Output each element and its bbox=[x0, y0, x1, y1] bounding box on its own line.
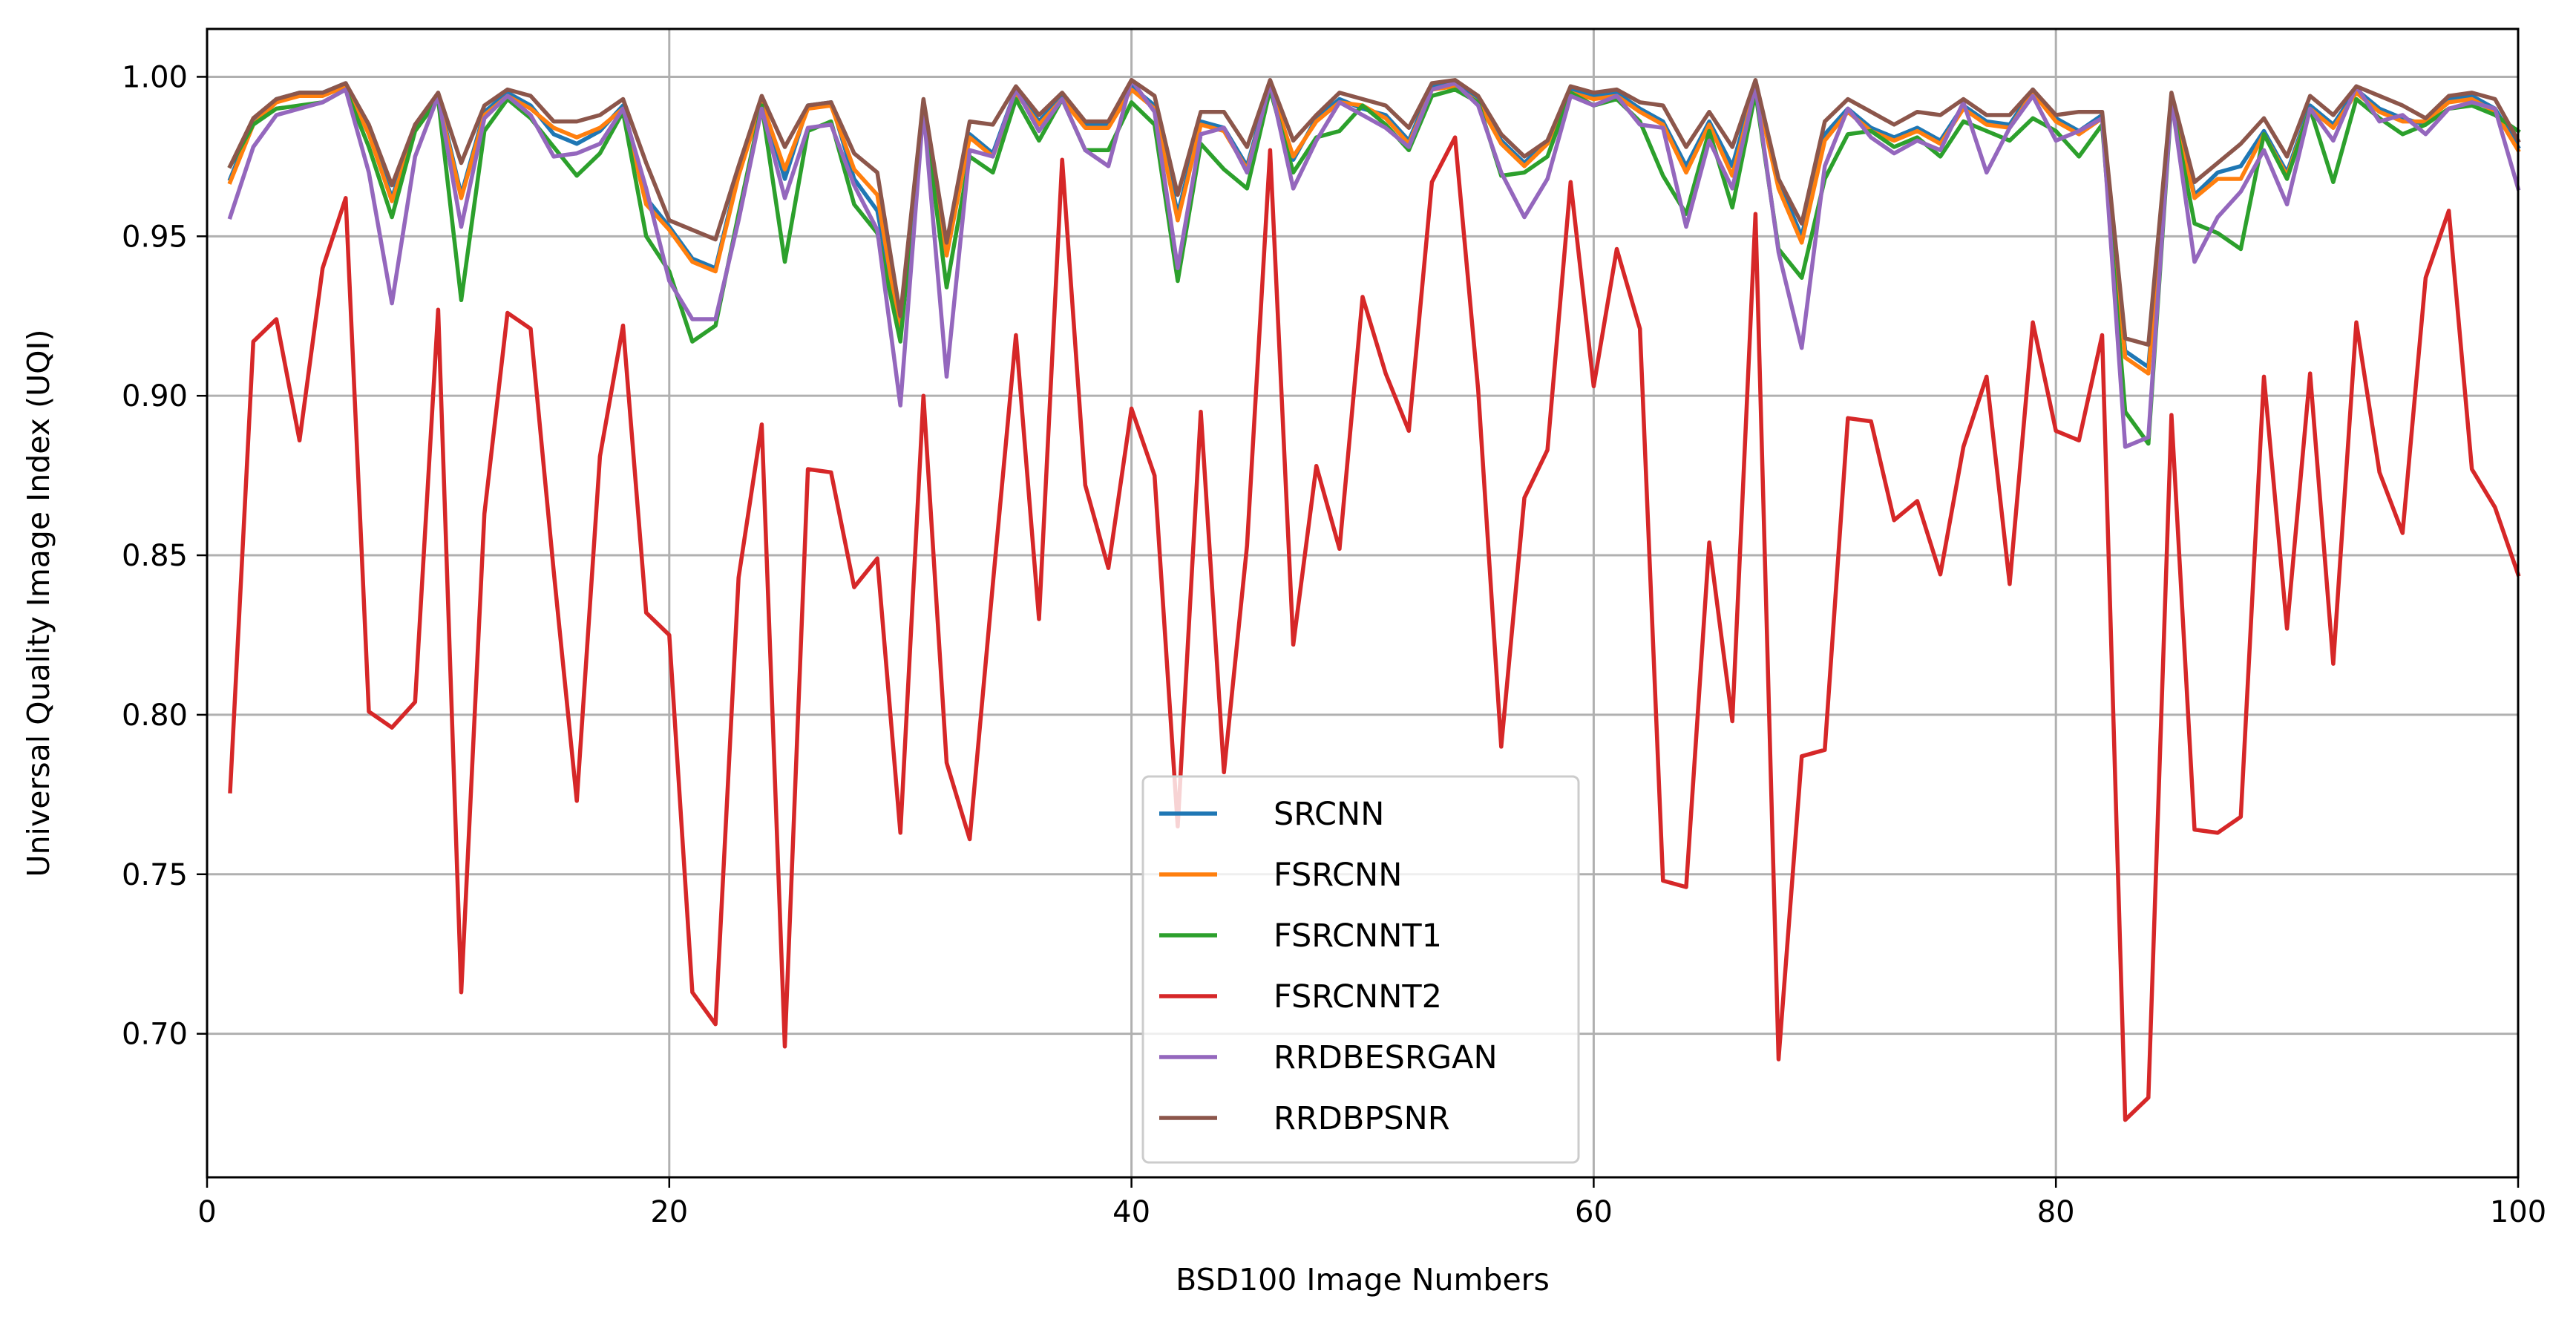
x-axis-label: BSD100 Image Numbers bbox=[1176, 1262, 1550, 1298]
x-tick-label: 60 bbox=[1575, 1195, 1613, 1229]
y-tick-label: 0.75 bbox=[122, 858, 188, 892]
legend-box bbox=[1141, 775, 1580, 1164]
x-tick-label: 80 bbox=[2037, 1195, 2075, 1229]
legend-label: RRDBPSNR bbox=[1274, 1100, 1450, 1137]
legend-label: RRDBESRGAN bbox=[1274, 1039, 1498, 1076]
legend-label: FSRCNNT2 bbox=[1274, 978, 1442, 1015]
legend-label: SRCNN bbox=[1274, 796, 1384, 833]
series-line-fsrcnnt1 bbox=[227, 87, 2521, 446]
series-line-fsrcnn bbox=[227, 84, 2521, 376]
y-tick-label: 0.85 bbox=[122, 539, 188, 573]
y-axis-label: Universal Quality Image Index (UQI) bbox=[21, 330, 56, 877]
axis-ticks: 0 20 40 60 80 100 0.70 0.75 0.80 0.85 0.90 0.95 1.00 bbox=[122, 60, 2546, 1229]
legend-label: FSRCNN bbox=[1274, 857, 1402, 894]
y-tick-label: 0.95 bbox=[122, 220, 188, 254]
y-tick-label: 0.80 bbox=[122, 699, 188, 733]
series-lines bbox=[227, 78, 2521, 1122]
legend-label: FSRCNNT1 bbox=[1274, 918, 1442, 955]
grid-lines bbox=[206, 29, 2520, 1177]
x-tick-label: 0 bbox=[197, 1195, 216, 1229]
y-tick-label: 0.70 bbox=[122, 1018, 188, 1052]
y-tick-label: 1.00 bbox=[122, 60, 188, 94]
x-tick-label: 20 bbox=[650, 1195, 688, 1229]
x-tick-label: 40 bbox=[1112, 1195, 1150, 1229]
x-tick-label: 100 bbox=[2490, 1195, 2546, 1229]
series-line-fsrcnnt2 bbox=[228, 135, 2521, 1122]
series-line-rrdbpsnr bbox=[227, 78, 2521, 347]
y-tick-label: 0.90 bbox=[122, 379, 188, 413]
plot-frame bbox=[206, 27, 2520, 1179]
legend: SRCNN FSRCNN FSRCNNT1 FSRCNNT2 RRDBESRGAN RRD… bbox=[1141, 775, 1580, 1164]
series-line-rrdbesrgan bbox=[227, 78, 2521, 449]
